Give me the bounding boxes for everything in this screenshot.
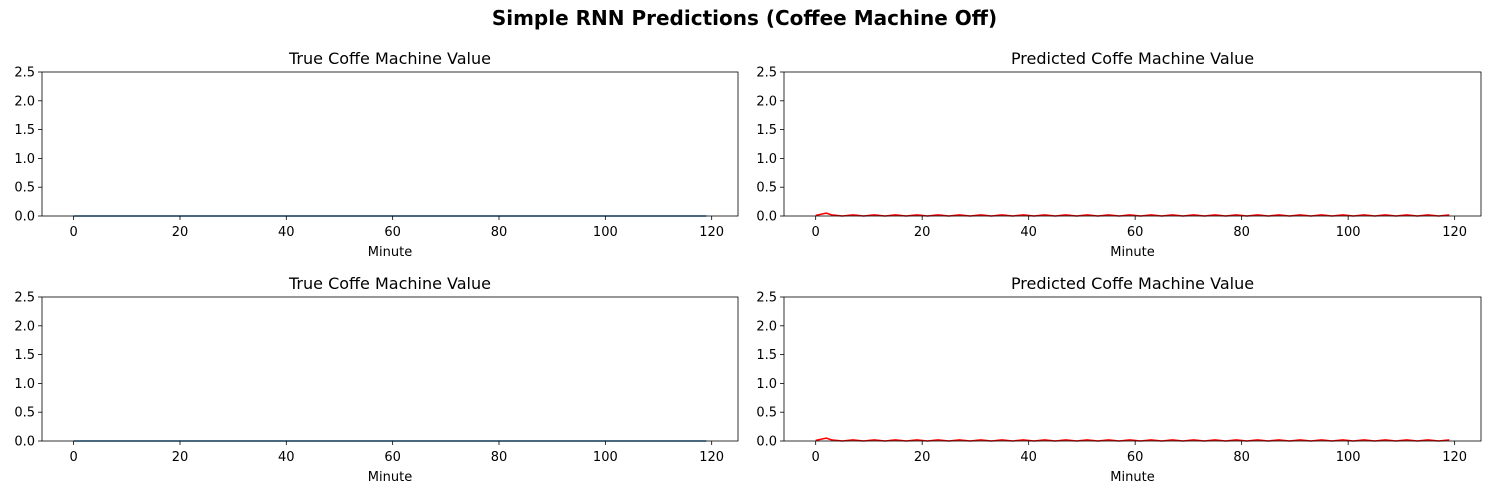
x-tick-label: 0 [812,450,820,465]
x-tick-label: 40 [278,450,295,465]
data-line [815,437,1450,442]
axes-frame [783,71,1482,217]
x-tick-label: 60 [1127,225,1144,240]
x-axis-label: Minute [1110,470,1154,485]
y-tick-label: 1.0 [756,152,777,167]
x-tick-label: 100 [593,450,618,465]
subplot-4: 0 20 40 60 80 100 120 0.0 0.5 1.0 1.5 2.0 2.5 Predict… [756,274,1482,485]
x-tick-label: 120 [699,225,724,240]
subplot-title: True Coffe Machine Value [288,49,491,68]
x-tick-label: 80 [1233,225,1250,240]
subplot-1: 0 20 40 60 80 100 120 0.0 0.5 1.0 1.5 2.0 2.5 True Co… [14,49,739,260]
y-tick-label: 1.5 [14,123,35,138]
subplot-3: 0 20 40 60 80 100 120 0.0 0.5 1.0 1.5 2.0 2.5 True Co… [14,274,739,485]
data-line [815,212,1450,217]
y-tick-label: 0.5 [14,181,35,196]
axes-frame [41,71,739,217]
y-tick-label: 1.0 [756,377,777,392]
y-tick-label: 1.5 [14,348,35,363]
figure-title: Simple RNN Predictions (Coffee Machine O… [491,6,998,30]
x-tick-label: 120 [1442,225,1467,240]
subplot-title: True Coffe Machine Value [288,274,491,293]
x-tick-label: 100 [1336,450,1361,465]
x-tick-label: 0 [69,225,77,240]
subplot-title: Predicted Coffe Machine Value [1011,274,1254,293]
y-tick-label: 2.5 [756,291,777,306]
y-tick-label: 2.0 [14,94,35,109]
subplot-2: 0 20 40 60 80 100 120 0.0 0.5 1.0 1.5 2.0 2.5 Predict… [756,49,1482,260]
y-tick-label: 1.5 [756,348,777,363]
x-tick-label: 40 [278,225,295,240]
x-tick-label: 60 [384,225,401,240]
x-tick-label: 100 [593,225,618,240]
axes-frame [783,296,1482,442]
x-tick-label: 120 [699,450,724,465]
x-tick-label: 100 [1336,225,1361,240]
y-tick-label: 0.5 [14,406,35,421]
y-tick-label: 0.0 [14,210,35,225]
x-tick-label: 20 [914,450,931,465]
x-tick-label: 60 [384,450,401,465]
x-axis-label: Minute [368,245,412,260]
x-axis-label: Minute [368,470,412,485]
y-tick-label: 1.0 [14,377,35,392]
subplot-title: Predicted Coffe Machine Value [1011,49,1254,68]
axes-frame [41,296,739,442]
y-tick-label: 2.5 [756,66,777,81]
x-tick-label: 20 [914,225,931,240]
x-axis-label: Minute [1110,245,1154,260]
y-tick-label: 2.5 [14,291,35,306]
y-tick-label: 0.0 [14,435,35,450]
y-tick-label: 2.0 [756,319,777,334]
y-tick-label: 0.0 [756,435,777,450]
x-tick-label: 40 [1020,225,1037,240]
x-tick-label: 80 [491,225,508,240]
x-tick-label: 80 [1233,450,1250,465]
x-tick-label: 120 [1442,450,1467,465]
x-tick-label: 60 [1127,450,1144,465]
x-tick-label: 20 [172,225,189,240]
x-tick-label: 40 [1020,450,1037,465]
y-tick-label: 0.0 [756,210,777,225]
x-tick-label: 20 [172,450,189,465]
y-tick-label: 2.0 [14,319,35,334]
y-tick-label: 1.0 [14,152,35,167]
x-tick-label: 0 [69,450,77,465]
x-tick-label: 80 [491,450,508,465]
y-tick-label: 2.0 [756,94,777,109]
y-tick-label: 1.5 [756,123,777,138]
y-tick-label: 2.5 [14,66,35,81]
x-tick-label: 0 [812,225,820,240]
y-tick-label: 0.5 [756,406,777,421]
y-tick-label: 0.5 [756,181,777,196]
